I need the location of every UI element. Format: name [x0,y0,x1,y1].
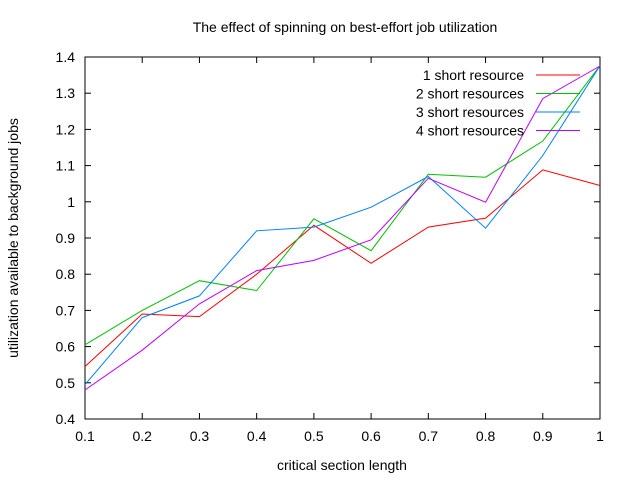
legend-label-1: 1 short resource [423,67,524,83]
series-line-1 [84,169,601,367]
y-tick-label: 1.4 [56,49,76,65]
y-tick-label: 0.8 [56,266,76,282]
y-tick-label: 1.3 [56,85,76,101]
x-tick-label: 0.3 [190,428,210,444]
legend-label-3: 3 short resources [416,104,524,120]
y-tick-label: 0.6 [56,339,76,355]
x-tick-label: 0.5 [304,428,324,444]
y-tick-label: 0.9 [56,230,76,246]
x-tick-label: 1 [596,428,604,444]
legend: 1 short resource 2 short resources 3 short… [416,67,580,139]
x-tick-label: 0.6 [361,428,381,444]
y-tick-label: 1 [67,194,75,210]
x-tick-label: 0.7 [419,428,439,444]
x-tick-label: 0.4 [247,428,267,444]
series-line-4 [84,65,601,391]
y-tick-label: 1.1 [56,158,76,174]
y-tick-label: 0.5 [56,375,76,391]
x-axis: 0.1 0.2 0.3 0.4 0.5 0.6 0.7 0.8 0.9 1 [75,57,604,444]
x-tick-label: 0.8 [476,428,496,444]
series-line-2 [84,65,601,346]
x-axis-label: critical section length [277,457,407,473]
series-lines [84,65,601,391]
chart-title: The effect of spinning on best-effort jo… [193,19,498,35]
y-axis-label: utilization available to background jobs [5,118,21,358]
series-line-3 [84,65,601,385]
y-axis: 0.4 0.5 0.6 0.7 0.8 0.9 1 1.1 1.2 1.3 1.4 [56,49,600,427]
y-tick-label: 1.2 [56,121,76,137]
legend-label-2: 2 short resources [416,86,524,102]
legend-label-4: 4 short resources [416,123,524,139]
x-tick-label: 0.2 [132,428,152,444]
y-tick-label: 0.4 [56,411,76,427]
y-tick-label: 0.7 [56,302,76,318]
x-tick-label: 0.9 [533,428,553,444]
x-tick-label: 0.1 [75,428,95,444]
